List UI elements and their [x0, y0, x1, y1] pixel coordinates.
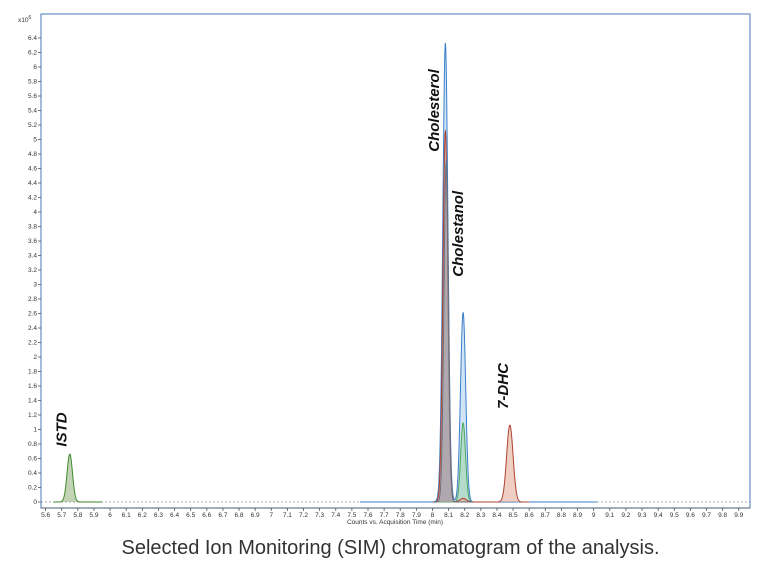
y-tick-label: 1: [33, 427, 37, 434]
peak-label: Cholestanol: [450, 190, 467, 277]
series-line-0: [359, 42, 597, 503]
x-tick-label: 9.9: [734, 512, 743, 519]
x-tick-label: 9.4: [654, 512, 663, 519]
x-tick-label: 7.1: [283, 512, 292, 519]
y-tick-label: 5.8: [28, 79, 37, 86]
x-tick-label: 8.2: [460, 512, 469, 519]
y-tick-label: 2.8: [28, 296, 37, 303]
y-tick-label: 0: [33, 499, 37, 506]
x-tick-label: 9.5: [670, 512, 679, 519]
x-tick-label: 8: [431, 512, 435, 519]
y-tick-label: 2.4: [28, 325, 37, 332]
series-area-4: [53, 454, 103, 502]
y-tick-label: 4.6: [28, 166, 37, 173]
x-tick-label: 6.4: [170, 512, 179, 519]
y-tick-label: 3.4: [28, 253, 37, 260]
x-tick-label: 5.8: [73, 512, 82, 519]
series-layer: [53, 42, 597, 503]
x-tick-label: 8.6: [525, 512, 534, 519]
x-tick-label: 6.5: [186, 512, 195, 519]
y-tick-label: 0.6: [28, 456, 37, 463]
x-tick-label: 9: [592, 512, 596, 519]
x-tick-label: 9.7: [702, 512, 711, 519]
figure-caption: Selected Ion Monitoring (SIM) chromatogr…: [121, 537, 660, 559]
x-tick-label: 7: [269, 512, 273, 519]
x-tick-label: 7.2: [299, 512, 308, 519]
x-tick-label: 8.9: [573, 512, 582, 519]
peak-label: Cholesterol: [426, 68, 443, 151]
peak-annotations: ISTD Cholesterol Cholestanol 7-DHC: [54, 68, 513, 446]
x-tick-label: 9.6: [686, 512, 695, 519]
x-tick-label: 8.8: [557, 512, 566, 519]
y-tick-label: 0.8: [28, 441, 37, 448]
y-tick-label: 5: [33, 137, 37, 144]
y-axis: 0 0.2 0.4 0.6 0.8 1 1.2 1.4 1.6 1.8 2 2.2 2.4 2.6 2.8 3…: [28, 35, 41, 506]
x-tick-label: 7.5: [347, 512, 356, 519]
y-tick-label: 5.2: [28, 122, 37, 129]
y-tick-label: 2.6: [28, 311, 37, 318]
y-tick-label: 3.2: [28, 267, 37, 274]
y-tick-label: 0.2: [28, 485, 37, 492]
x-tick-label: 7.8: [396, 512, 405, 519]
peak-label: 7-DHC: [495, 362, 512, 409]
x-tick-label: 9.8: [718, 512, 727, 519]
y-tick-label: 1.2: [28, 412, 37, 419]
y-tick-label: 1.4: [28, 398, 37, 405]
y-tick-label: 0.4: [28, 470, 37, 477]
y-tick-label: 2.2: [28, 340, 37, 347]
x-tick-label: 5.9: [89, 512, 98, 519]
x-tick-label: 5.7: [57, 512, 66, 519]
x-tick-label: 8.3: [476, 512, 485, 519]
x-tick-label: 9.1: [605, 512, 614, 519]
y-tick-label: 4: [33, 209, 37, 216]
x-tick-label: 6: [108, 512, 112, 519]
x-tick-label: 8.4: [492, 512, 501, 519]
peak-label: ISTD: [54, 412, 71, 446]
y-tick-label: 4.2: [28, 195, 37, 202]
y-multiplier-label: x106: [18, 15, 31, 24]
x-tick-label: 6.8: [235, 512, 244, 519]
y-tick-label: 3.6: [28, 238, 37, 245]
x-tick-label: 9.3: [638, 512, 647, 519]
y-tick-label: 4.8: [28, 151, 37, 158]
series-line-3: [432, 159, 473, 503]
x-tick-label: 6.6: [202, 512, 211, 519]
y-multiplier-exponent: 6: [28, 15, 31, 21]
y-tick-label: 3.8: [28, 224, 37, 231]
y-tick-label: 4.4: [28, 180, 37, 187]
x-tick-label: 6.9: [251, 512, 260, 519]
y-tick-label: 3: [33, 282, 37, 289]
x-tick-label: 6.1: [122, 512, 131, 519]
x-tick-label: 6.3: [154, 512, 163, 519]
x-tick-label: 5.6: [41, 512, 50, 519]
x-tick-label: 6.7: [218, 512, 227, 519]
x-tick-label: 8.7: [541, 512, 550, 519]
y-tick-label: 6: [33, 64, 37, 71]
x-tick-label: 7.6: [363, 512, 372, 519]
series-line-4: [53, 453, 103, 503]
y-tick-label: 6.4: [28, 35, 37, 42]
x-tick-label: 7.3: [315, 512, 324, 519]
x-tick-label: 7.7: [380, 512, 389, 519]
x-axis: 5.6 5.7 5.8 5.9 6 6.1 6.2 6.3 6.4 6.5 6.6 6.7 6.8 6.9…: [41, 501, 750, 519]
x-tick-label: 7.9: [412, 512, 421, 519]
y-tick-label: 6.2: [28, 50, 37, 57]
y-tick-label: 2: [33, 354, 37, 361]
x-axis-title: Counts vs. Acquisition Time (min): [347, 519, 443, 526]
y-tick-label: 5.6: [28, 93, 37, 100]
y-tick-label: 5.4: [28, 108, 37, 115]
y-tick-label: 1.6: [28, 383, 37, 390]
x-tick-label: 7.4: [331, 512, 340, 519]
x-tick-label: 9.2: [621, 512, 630, 519]
x-tick-label: 8.1: [444, 512, 453, 519]
y-tick-label: 1.8: [28, 369, 37, 376]
plot-frame: [40, 13, 751, 509]
series-area-0: [359, 42, 597, 503]
x-tick-label: 6.2: [138, 512, 147, 519]
x-tick-label: 8.5: [509, 512, 518, 519]
